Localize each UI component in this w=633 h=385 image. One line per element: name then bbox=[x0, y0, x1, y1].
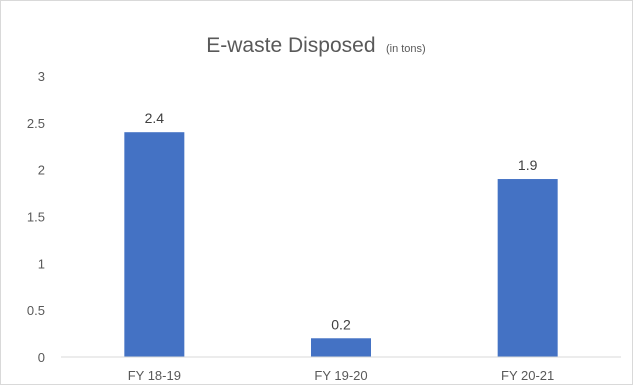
y-tick-label: 0.5 bbox=[27, 303, 45, 318]
y-tick-label: 1 bbox=[38, 256, 45, 271]
data-label: 1.9 bbox=[518, 157, 538, 173]
bar bbox=[498, 179, 558, 357]
data-label: 0.2 bbox=[331, 316, 351, 332]
y-tick-label: 2 bbox=[38, 163, 45, 178]
x-tick-label: FY 19-20 bbox=[314, 368, 367, 383]
data-labels: 2.4 0.2 1.9 bbox=[145, 110, 538, 332]
y-tick-label: 3 bbox=[38, 69, 45, 84]
x-axis: FY 18-19 FY 19-20 FY 20-21 bbox=[128, 368, 555, 383]
chart-title: E-waste Disposed (in tons) bbox=[206, 34, 425, 57]
chart-title-main: E-waste Disposed bbox=[206, 34, 375, 57]
y-tick-label: 0 bbox=[38, 350, 45, 365]
chart-title-subtitle: (in tons) bbox=[386, 43, 426, 55]
bar bbox=[124, 132, 184, 357]
data-label: 2.4 bbox=[145, 110, 165, 126]
y-tick-label: 1.5 bbox=[27, 210, 45, 225]
y-tick-label: 2.5 bbox=[27, 116, 45, 131]
y-axis: 0 0.5 1 1.5 2 2.5 3 bbox=[27, 69, 45, 365]
x-tick-label: FY 18-19 bbox=[128, 368, 181, 383]
x-tick-label: FY 20-21 bbox=[501, 368, 554, 383]
bar bbox=[311, 338, 371, 357]
